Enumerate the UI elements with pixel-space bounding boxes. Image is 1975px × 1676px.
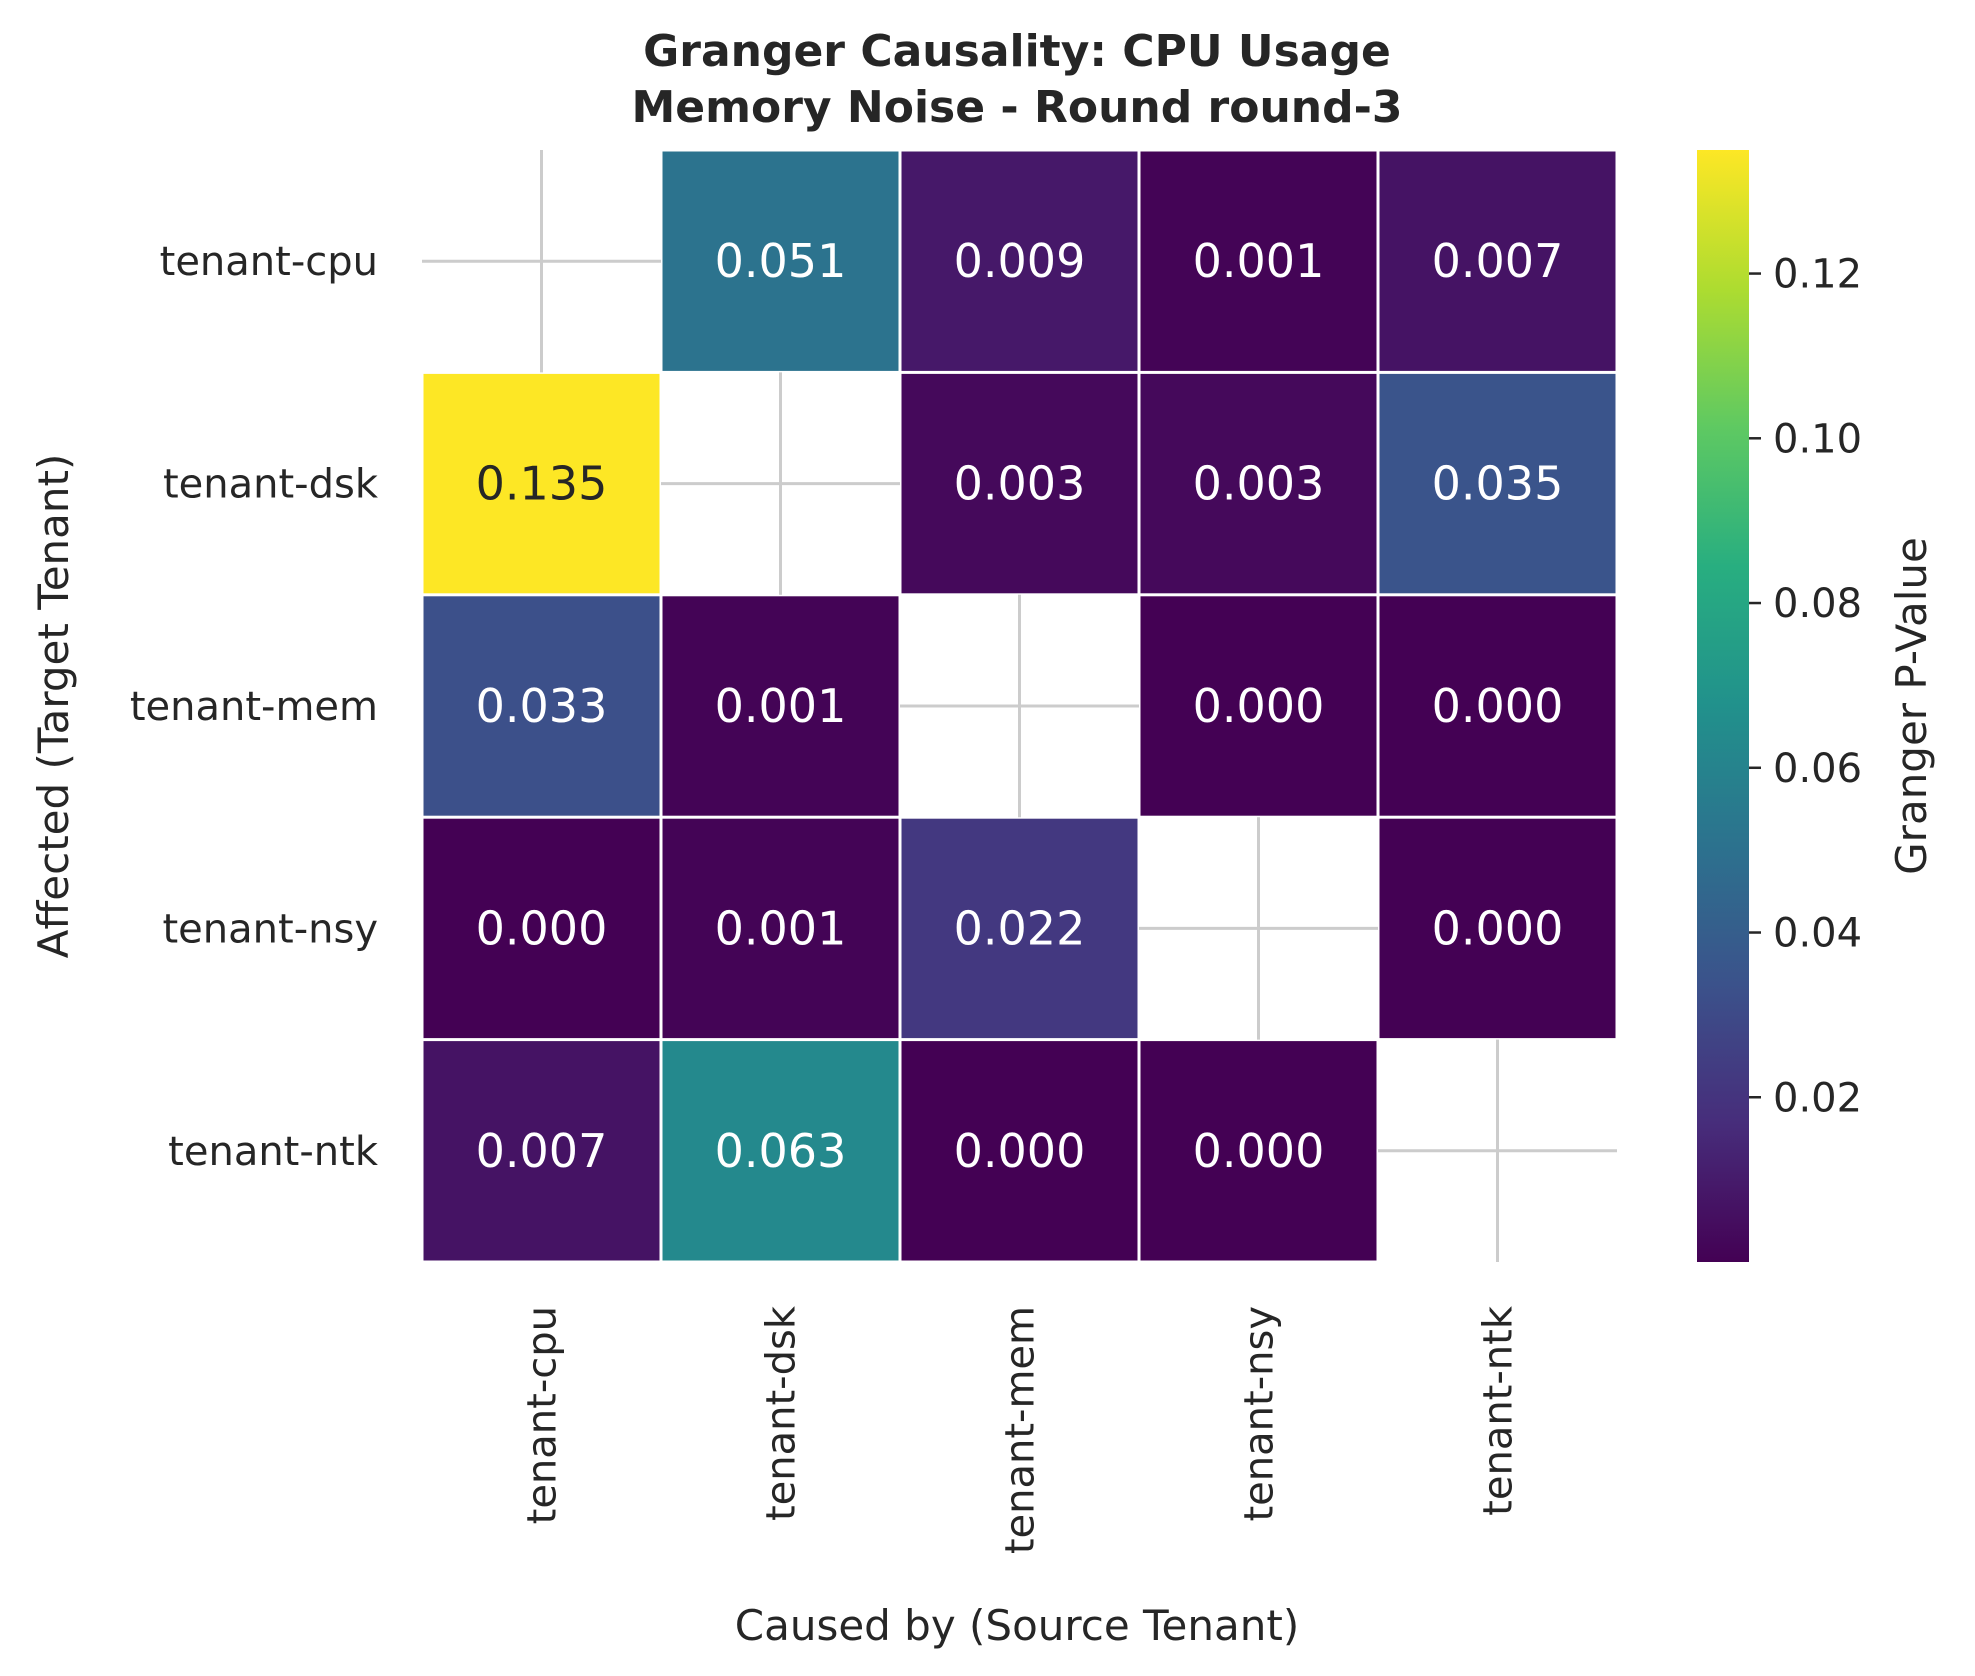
x-axis-label: Caused by (Source Tenant)	[735, 1601, 1299, 1650]
colorbar-ticks: 0.02 0.04 0.06 0.08 0.10 0.12	[1749, 252, 1862, 1121]
colorbar-tick-label: 0.06	[1773, 746, 1862, 792]
cell-value-label: 0.001	[715, 679, 847, 733]
heatmap-cell	[1379, 596, 1616, 816]
cell-value-label: 0.000	[476, 901, 608, 955]
heatmap-cell	[662, 596, 899, 816]
colorbar-tick-label: 0.08	[1773, 581, 1862, 627]
heatmap-cell	[901, 818, 1138, 1039]
heatmap-cell	[423, 373, 660, 594]
chart-title-line-2: Memory Noise - Round round-3	[632, 82, 1403, 133]
x-tick-label: tenant-cpu	[520, 1306, 566, 1524]
heatmap-cell	[1140, 596, 1377, 816]
colorbar-tick-label: 0.10	[1773, 416, 1862, 462]
heatmap-cell	[423, 1041, 660, 1261]
heatmap-cell	[662, 1041, 899, 1261]
y-axis-label: Affected (Target Tenant)	[29, 454, 78, 959]
cell-value-label: 0.063	[715, 1124, 847, 1178]
heatmap-cell	[901, 373, 1138, 594]
cell-value-label: 0.000	[1193, 679, 1325, 733]
cell-value-label: 0.000	[1432, 901, 1564, 955]
masked-cell	[422, 150, 661, 373]
x-tick-label: tenant-ntk	[1476, 1305, 1522, 1516]
y-tick-label: tenant-ntk	[168, 1129, 379, 1175]
heatmap-cell	[1140, 151, 1377, 371]
cell-value-label: 0.003	[1193, 457, 1325, 511]
chart-title-line-1: Granger Causality: CPU Usage	[643, 26, 1391, 77]
colorbar: 0.02 0.04 0.06 0.08 0.10 0.12 Granger P-Value	[1697, 150, 1936, 1262]
x-tick-labels: tenant-cpu tenant-dsk tenant-mem tenant-nsy…	[520, 1305, 1522, 1554]
y-tick-label: tenant-nsy	[163, 906, 379, 952]
cell-value-label: 0.000	[954, 1124, 1086, 1178]
x-tick-label: tenant-dsk	[759, 1305, 805, 1521]
y-tick-labels: tenant-cpu tenant-dsk tenant-mem tenant-nsy…	[130, 239, 379, 1175]
colorbar-gradient	[1697, 150, 1749, 1262]
heatmap-cell	[1140, 373, 1377, 594]
cell-value-label: 0.003	[954, 457, 1086, 511]
cell-value-label: 0.022	[954, 901, 1086, 955]
heatmap-cell	[1379, 818, 1616, 1039]
masked-cell	[1139, 817, 1378, 1040]
cell-value-label: 0.000	[1432, 679, 1564, 733]
y-tick-label: tenant-mem	[130, 684, 378, 730]
heatmap-cell	[662, 818, 899, 1039]
y-tick-label: tenant-dsk	[163, 462, 379, 508]
colorbar-label: Granger P-Value	[1887, 537, 1936, 875]
masked-cell	[900, 594, 1139, 818]
cell-value-label: 0.000	[1193, 1124, 1325, 1178]
heatmap-cell	[423, 596, 660, 816]
cell-value-label: 0.033	[476, 679, 608, 733]
heatmap-cells: 0.051 0.009 0.001 0.007 0.135 0.003 0.003 0.035…	[422, 150, 1617, 1262]
heatmap-cell	[901, 1041, 1138, 1261]
heatmap-cell	[1140, 1041, 1377, 1261]
heatmap-cell	[901, 151, 1138, 371]
colorbar-tick-label: 0.02	[1773, 1075, 1862, 1121]
cell-value-label: 0.001	[715, 901, 847, 955]
colorbar-tick-label: 0.04	[1773, 911, 1862, 957]
cell-value-label: 0.001	[1193, 234, 1325, 288]
cell-value-label: 0.009	[954, 234, 1086, 288]
masked-cell	[661, 372, 900, 595]
heatmap-cell	[423, 818, 660, 1039]
y-tick-label: tenant-cpu	[160, 239, 378, 285]
colorbar-tick-label: 0.12	[1773, 252, 1862, 298]
heatmap-cell	[1379, 151, 1616, 371]
cell-value-label: 0.035	[1432, 457, 1564, 511]
cell-value-label: 0.135	[476, 457, 608, 511]
cell-value-label: 0.007	[1432, 234, 1564, 288]
heatmap-cell	[662, 151, 899, 371]
cell-value-label: 0.051	[715, 234, 847, 288]
heatmap-cell	[1379, 373, 1616, 594]
masked-cell	[1378, 1039, 1617, 1262]
x-tick-label: tenant-nsy	[1237, 1306, 1283, 1522]
x-tick-label: tenant-mem	[998, 1306, 1044, 1554]
cell-value-label: 0.007	[476, 1124, 608, 1178]
